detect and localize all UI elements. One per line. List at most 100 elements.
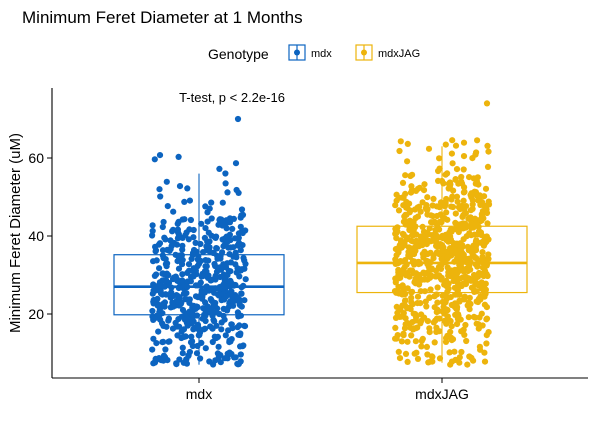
data-point	[159, 223, 166, 231]
data-point	[239, 229, 246, 237]
data-point	[432, 317, 439, 324]
data-point	[234, 115, 242, 123]
data-point	[451, 284, 458, 291]
data-point	[153, 271, 160, 278]
data-point	[421, 181, 428, 188]
data-point	[392, 275, 399, 282]
data-point	[458, 282, 465, 290]
data-point	[424, 276, 431, 283]
data-point	[197, 355, 204, 362]
data-point	[232, 261, 239, 268]
data-point	[163, 291, 170, 298]
data-point	[448, 228, 455, 235]
data-point	[417, 300, 424, 307]
data-point	[414, 204, 421, 211]
data-point	[466, 174, 473, 181]
data-point	[224, 189, 231, 196]
data-point	[222, 170, 229, 177]
data-point	[185, 352, 192, 359]
data-point	[466, 353, 473, 360]
data-point	[401, 242, 408, 249]
data-point	[449, 193, 456, 200]
x-tick-label: mdxJAG	[415, 386, 469, 402]
data-point	[422, 298, 429, 305]
data-point	[468, 191, 475, 198]
data-point	[176, 254, 183, 261]
data-point	[234, 324, 241, 331]
data-point	[458, 173, 465, 181]
data-point	[208, 199, 215, 206]
data-point	[428, 272, 435, 279]
data-point	[463, 233, 470, 240]
data-point	[186, 197, 193, 204]
data-point	[478, 232, 485, 239]
data-point	[210, 299, 217, 306]
data-point	[403, 211, 410, 218]
data-point	[442, 201, 449, 208]
data-point	[392, 314, 400, 321]
data-point	[168, 289, 175, 296]
data-point	[434, 299, 441, 306]
data-point	[149, 307, 156, 315]
data-point	[163, 323, 170, 330]
data-point	[217, 359, 224, 366]
x-tick-label: mdx	[186, 386, 212, 402]
data-point	[192, 305, 199, 312]
data-point	[159, 270, 166, 277]
data-point	[408, 294, 415, 301]
data-point	[202, 225, 209, 232]
data-point	[404, 140, 411, 147]
data-point	[470, 313, 478, 320]
data-point	[165, 338, 172, 345]
data-point	[460, 254, 467, 261]
data-point	[159, 339, 166, 346]
data-point	[464, 361, 471, 368]
data-point	[414, 293, 422, 300]
data-point	[239, 343, 246, 350]
data-point	[470, 175, 477, 182]
data-point	[442, 141, 449, 148]
data-point	[408, 332, 415, 339]
data-point	[402, 290, 409, 298]
data-point	[421, 250, 428, 257]
data-point	[213, 233, 220, 240]
data-point	[401, 297, 409, 304]
data-point	[398, 338, 405, 345]
data-point	[204, 303, 211, 310]
data-point	[474, 137, 481, 144]
data-point	[421, 288, 428, 295]
data-point	[395, 348, 402, 355]
data-point	[414, 213, 421, 220]
data-point	[460, 295, 468, 302]
data-point	[444, 254, 451, 261]
data-point	[213, 245, 220, 252]
data-point	[392, 246, 399, 253]
data-point	[469, 205, 476, 212]
data-point	[202, 345, 209, 352]
data-point	[458, 348, 465, 356]
legend: mdx mdxJAG	[288, 44, 420, 61]
data-point	[394, 309, 401, 316]
data-point	[162, 236, 169, 243]
data-point	[461, 188, 468, 195]
data-point	[232, 354, 239, 361]
data-point	[149, 222, 156, 229]
data-point	[448, 323, 455, 330]
data-point	[224, 307, 231, 314]
data-point	[409, 238, 416, 245]
data-point	[156, 152, 164, 159]
data-point	[407, 207, 414, 214]
data-point	[443, 306, 450, 313]
data-point	[450, 277, 457, 285]
data-point	[456, 291, 463, 298]
data-point	[149, 346, 156, 353]
data-point	[423, 241, 430, 248]
data-point	[478, 310, 485, 317]
data-point	[436, 155, 443, 162]
data-point	[428, 353, 436, 360]
data-point	[424, 207, 431, 214]
data-point	[179, 306, 187, 314]
data-point	[216, 165, 223, 172]
data-point	[406, 200, 413, 207]
